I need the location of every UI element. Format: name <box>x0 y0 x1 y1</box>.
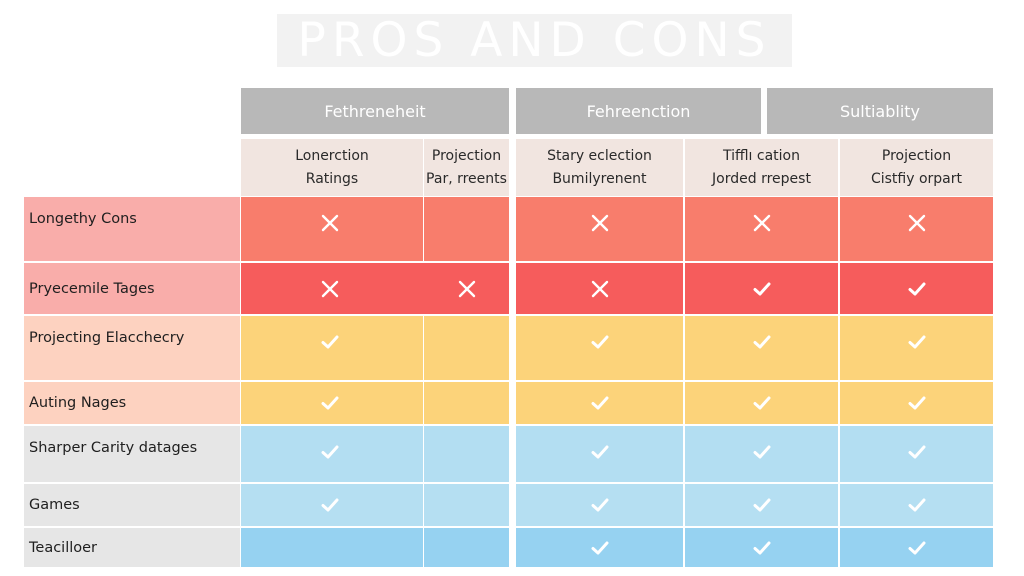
column-header-2: Projection Par, rreents <box>424 139 509 196</box>
table-cell <box>840 426 993 482</box>
column-header-line1: Projection <box>881 147 952 164</box>
table-cell <box>424 316 509 380</box>
row-label: Teacilloer <box>24 528 240 567</box>
table-cell <box>516 382 683 424</box>
row-label: Longethy Cons <box>24 197 240 261</box>
row-label: Projecting Elacchecry <box>24 316 240 380</box>
check-icon <box>907 332 927 352</box>
table-cell <box>424 426 509 482</box>
column-header-line2: Par, rreents <box>426 170 507 187</box>
cross-icon <box>320 213 340 233</box>
check-icon <box>907 538 927 558</box>
check-icon <box>907 442 927 462</box>
table-cell <box>840 382 993 424</box>
group-header-2: Fehreenction <box>516 88 761 134</box>
table-cell <box>516 484 683 526</box>
table-cell <box>685 263 838 314</box>
table-cell <box>685 484 838 526</box>
table-cell <box>241 426 423 482</box>
group-header-label: Fethreneheit <box>324 101 426 121</box>
check-icon <box>320 332 340 352</box>
table-cell <box>424 197 509 261</box>
check-icon <box>590 495 610 515</box>
check-icon <box>320 393 340 413</box>
group-header-label: Sultiablity <box>839 101 921 121</box>
table-cell <box>516 197 683 261</box>
table-cell <box>424 528 509 567</box>
table-cell <box>241 263 424 314</box>
column-header-line1: Stary eclection <box>547 147 652 164</box>
table-cell <box>424 382 509 424</box>
group-header-label: Fehreenction <box>586 101 691 121</box>
table-cell <box>840 484 993 526</box>
column-header-line2: Jorded rrepest <box>712 170 811 187</box>
column-header-line2: Bumilyrenent <box>552 170 647 187</box>
table-cell <box>685 382 838 424</box>
row-label: Pryecemile Tages <box>24 263 240 314</box>
check-icon <box>907 279 927 299</box>
table-cell <box>685 528 838 567</box>
check-icon <box>590 393 610 413</box>
cross-icon <box>752 213 772 233</box>
column-header-4: Tifflı cation Jorded rrepest <box>685 139 838 196</box>
table-cell <box>516 263 683 314</box>
table-cell <box>685 316 838 380</box>
check-icon <box>590 538 610 558</box>
check-icon <box>590 442 610 462</box>
column-header-line2: Ratings <box>305 170 359 187</box>
check-icon <box>320 495 340 515</box>
row-label: Sharper Carity datages <box>24 426 240 482</box>
check-icon <box>907 495 927 515</box>
check-icon <box>752 393 772 413</box>
check-icon <box>752 442 772 462</box>
check-icon <box>320 442 340 462</box>
table-cell <box>840 263 993 314</box>
check-icon <box>752 279 772 299</box>
check-icon <box>590 332 610 352</box>
table-cell <box>840 528 993 567</box>
table-cell <box>424 484 509 526</box>
check-icon <box>752 495 772 515</box>
table-cell <box>516 426 683 482</box>
title-banner: PROS AND CONS <box>277 14 792 67</box>
group-header-1: Fethreneheit <box>241 88 509 134</box>
cross-icon <box>590 213 610 233</box>
cross-icon <box>590 279 610 299</box>
row-label: Games <box>24 484 240 526</box>
check-icon <box>752 332 772 352</box>
table-cell <box>241 382 423 424</box>
table-cell <box>685 197 838 261</box>
group-header-3: Sultiablity <box>767 88 993 134</box>
cross-icon <box>320 279 340 299</box>
column-header-line1: Tifflı cation <box>723 147 800 164</box>
table-cell <box>241 316 423 380</box>
column-header-line2: Cistfiy orpart <box>870 170 963 187</box>
row-label: Auting Nages <box>24 382 240 424</box>
column-header-line1: Lonerction <box>295 147 369 164</box>
table-cell <box>241 528 423 567</box>
table-cell <box>424 263 509 314</box>
check-icon <box>907 393 927 413</box>
cross-icon <box>457 279 477 299</box>
column-header-line1: Projection <box>431 147 502 164</box>
table-cell <box>840 316 993 380</box>
table-cell <box>241 484 423 526</box>
check-icon <box>752 538 772 558</box>
table-cell <box>685 426 838 482</box>
cross-icon <box>907 213 927 233</box>
column-header-3: Stary eclection Bumilyrenent <box>516 139 683 196</box>
column-header-5: Projection Cistfiy orpart <box>840 139 993 196</box>
table-cell <box>241 197 423 261</box>
column-header-1: Lonerction Ratings <box>241 139 423 196</box>
table-cell <box>516 528 683 567</box>
table-cell <box>516 316 683 380</box>
page-title: PROS AND CONS <box>297 13 772 68</box>
table-cell <box>840 197 993 261</box>
